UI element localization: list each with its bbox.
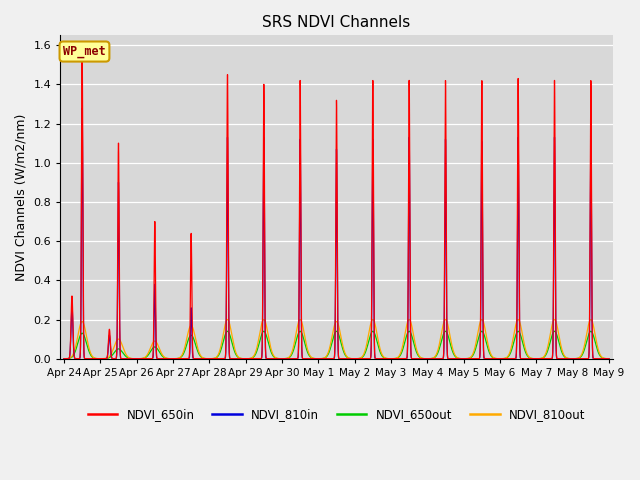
Legend: NDVI_650in, NDVI_810in, NDVI_650out, NDVI_810out: NDVI_650in, NDVI_810in, NDVI_650out, NDV… — [83, 403, 590, 426]
Title: SRS NDVI Channels: SRS NDVI Channels — [262, 15, 411, 30]
Text: WP_met: WP_met — [63, 45, 106, 58]
Y-axis label: NDVI Channels (W/m2/nm): NDVI Channels (W/m2/nm) — [15, 113, 28, 281]
